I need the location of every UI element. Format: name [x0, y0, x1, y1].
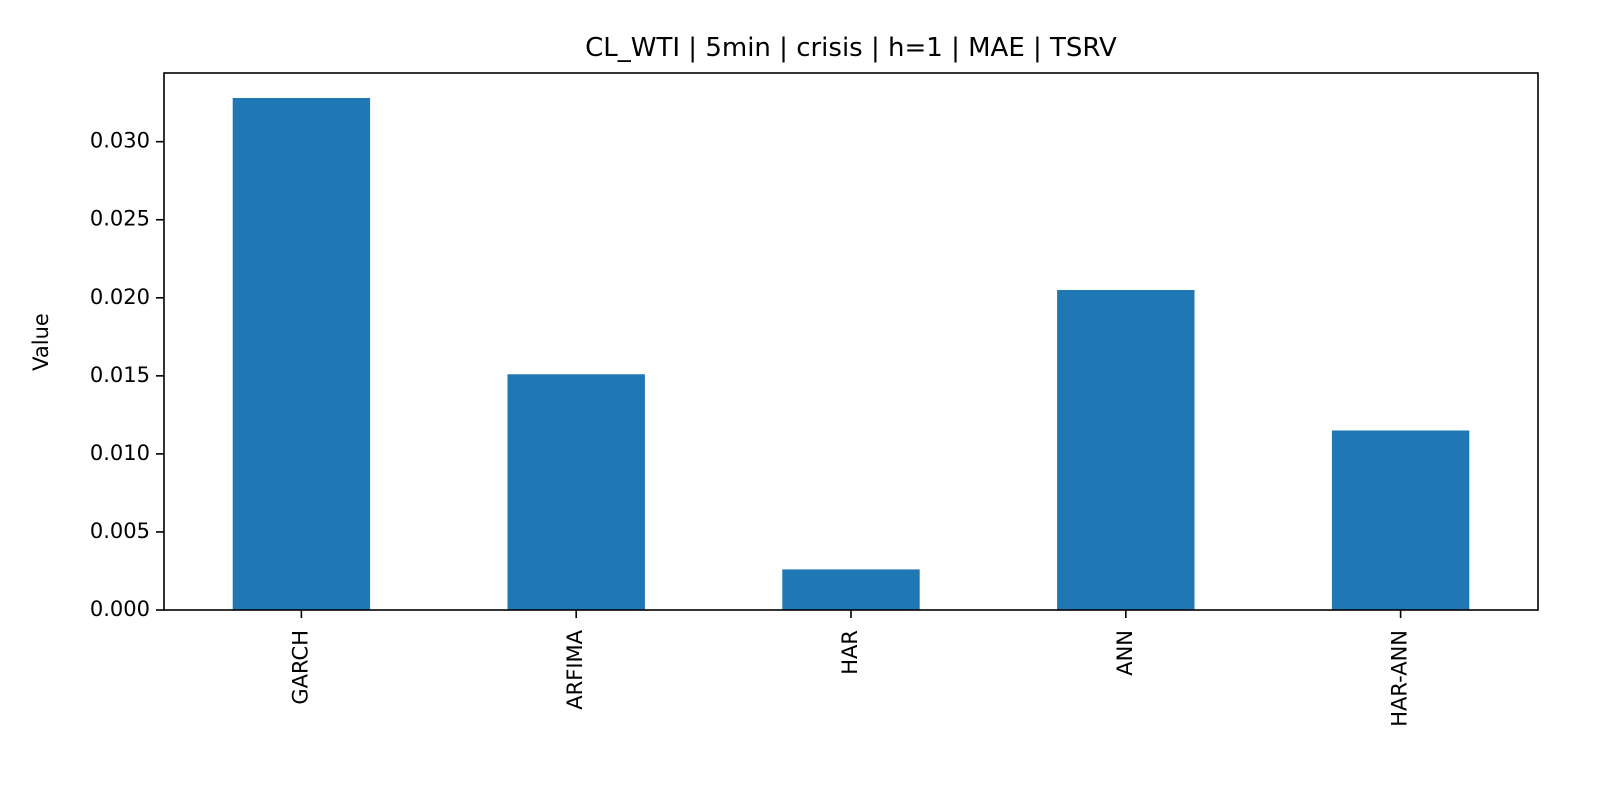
y-axis-label: Value — [29, 313, 53, 371]
bar-har — [782, 569, 920, 610]
y-tick-label: 0.015 — [90, 363, 150, 387]
y-axis: 0.000 0.005 0.010 0.015 0.020 0.025 0.030 — [90, 129, 164, 621]
y-tick-label: 0.020 — [90, 285, 150, 309]
y-tick-label: 0.025 — [90, 207, 150, 231]
bar-arfima — [507, 374, 645, 610]
bars-layer — [232, 97, 1470, 610]
bar-garch — [232, 97, 371, 610]
x-tick-label: ARFIMA — [563, 629, 587, 709]
x-tick-label: GARCH — [288, 630, 312, 705]
plot-frame — [163, 72, 1539, 611]
y-tick-label: 0.005 — [90, 519, 150, 543]
bar-har-ann — [1331, 430, 1470, 610]
x-axis: GARCH ARFIMA HAR ANN HAR-ANN — [288, 610, 1412, 727]
y-tick-label: 0.010 — [90, 441, 150, 465]
y-tick-label: 0.030 — [90, 129, 150, 153]
chart-title: CL_WTI | 5min | crisis | h=1 | MAE | TSR… — [585, 33, 1117, 63]
x-tick-label: HAR-ANN — [1388, 630, 1412, 727]
y-tick-label: 0.000 — [90, 597, 150, 621]
bar-ann — [1057, 289, 1195, 610]
x-tick-label: ANN — [1113, 630, 1137, 676]
x-tick-label: HAR — [838, 630, 862, 675]
